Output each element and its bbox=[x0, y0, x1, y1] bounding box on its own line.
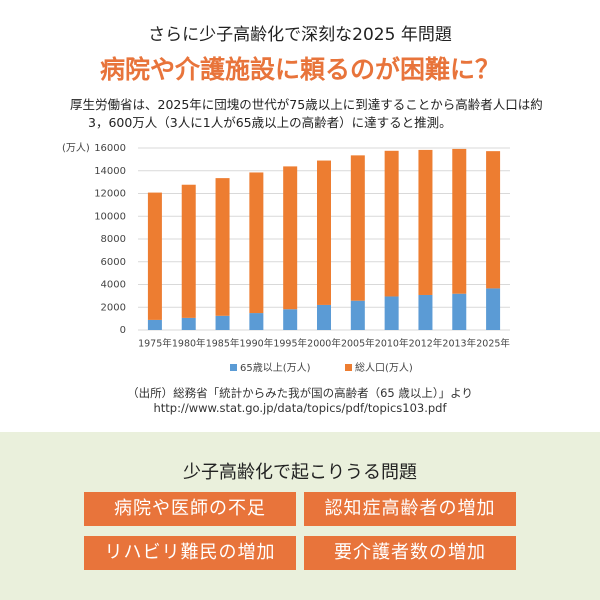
description: 厚生労働省は、2025年に団塊の世代が75歳以上に到達することから高齢者人口は約 bbox=[70, 97, 543, 112]
bar bbox=[249, 172, 264, 314]
title: 病院や介護施設に頼るのが困難に？ bbox=[99, 55, 500, 84]
bar bbox=[317, 304, 331, 330]
legend-swatch bbox=[345, 364, 352, 371]
bar bbox=[384, 296, 399, 330]
x-tick-label: 2025年 bbox=[476, 338, 510, 350]
y-tick-label: 2000 bbox=[101, 302, 126, 313]
bar bbox=[384, 150, 399, 297]
problem-box: 病院や医師の不足 bbox=[84, 492, 296, 526]
x-tick-label: 2010年 bbox=[375, 338, 409, 350]
description: 3，600万人（3人に1人が65歳以上の高齢者）に達すると推測。 bbox=[88, 115, 452, 130]
problem-box: リハビリ難民の増加 bbox=[84, 536, 296, 570]
bar bbox=[147, 192, 162, 320]
bar bbox=[486, 151, 501, 289]
y-unit-label: (万人) bbox=[62, 142, 90, 154]
chart: (万人) 0 2000 4000 6000 8000 10000 12000 14000 1600… bbox=[62, 142, 510, 374]
x-tick-label: 2000年 bbox=[307, 338, 341, 350]
bar bbox=[452, 148, 467, 294]
source-url: http://www.stat.go.jp/data/topics/pdf/to… bbox=[153, 401, 447, 415]
legend-label: 65歳以上(万人) bbox=[240, 362, 311, 374]
y-tick-label: 14000 bbox=[94, 166, 126, 177]
problem-box: 要介護者数の増加 bbox=[304, 536, 516, 570]
y-tick-label: 4000 bbox=[101, 280, 126, 291]
subtitle: さらに少子高齢化で深刻な2025 年問題 bbox=[148, 25, 452, 45]
x-tick-label: 1990年 bbox=[240, 338, 274, 350]
source: （出所）総務省「統計からみた我が国の高齢者（65 歳以上）」より bbox=[127, 386, 473, 400]
bar bbox=[283, 166, 298, 310]
bar bbox=[147, 319, 162, 330]
bar bbox=[486, 288, 501, 330]
x-tick-label: 1985年 bbox=[206, 338, 240, 350]
bar bbox=[418, 294, 433, 330]
legend-swatch bbox=[230, 364, 237, 371]
x-tick-label: 1975年 bbox=[138, 338, 172, 350]
bar bbox=[181, 317, 196, 330]
bar bbox=[249, 313, 264, 330]
problems-panel: 少子高齢化で起こりうる問題 病院や医師の不足 認知症高齢者の増加 リハビリ難民の… bbox=[0, 432, 600, 600]
y-tick-label: 8000 bbox=[101, 234, 126, 245]
bar bbox=[317, 160, 331, 305]
bar bbox=[215, 178, 230, 316]
y-tick-label: 0 bbox=[120, 325, 126, 336]
x-tick-label: 2012年 bbox=[409, 338, 443, 350]
bar bbox=[283, 309, 298, 330]
x-tick-label: 2005年 bbox=[341, 338, 375, 350]
bar bbox=[452, 293, 467, 330]
y-tick-label: 12000 bbox=[94, 189, 126, 200]
x-tick-label: 1980年 bbox=[172, 338, 206, 350]
bar bbox=[350, 155, 365, 301]
problem-box: 認知症高齢者の増加 bbox=[304, 492, 516, 526]
legend-label: 総人口(万人) bbox=[355, 361, 413, 374]
problems-heading: 少子高齢化で起こりうる問題 bbox=[183, 462, 417, 483]
bar bbox=[181, 184, 196, 318]
x-tick-label: 2013年 bbox=[442, 338, 476, 350]
bar bbox=[350, 300, 365, 330]
bar bbox=[418, 149, 433, 295]
bar bbox=[215, 315, 230, 330]
x-tick-label: 1995年 bbox=[273, 338, 307, 350]
y-tick-label: 16000 bbox=[94, 143, 126, 154]
y-tick-label: 10000 bbox=[94, 211, 126, 222]
y-tick-label: 6000 bbox=[101, 257, 126, 268]
